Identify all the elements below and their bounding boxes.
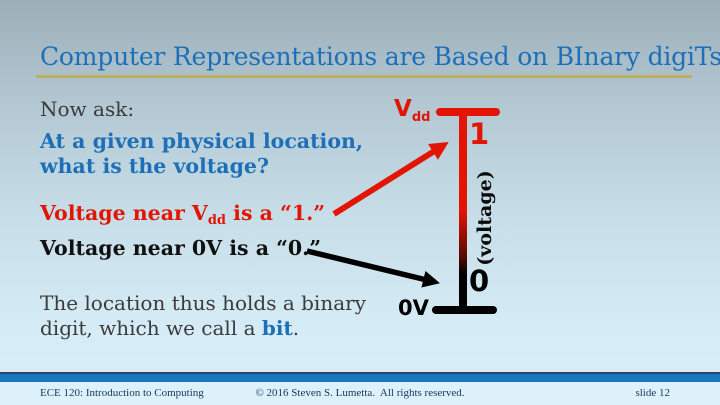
red-arrow (332, 142, 449, 217)
axis-bottom-bar (432, 306, 497, 314)
vdd-label-sub: dd (411, 110, 431, 125)
closing-line-2: digit, which we call a bit. (40, 316, 299, 340)
text-now-ask: Now ask: (40, 97, 135, 121)
footer-course: ECE 120: Introduction to Computing (40, 387, 204, 399)
vdd-subscript: dd (207, 213, 227, 228)
footer: ECE 120: Introduction to Computing © 201… (0, 382, 720, 405)
voltage-axis-title: (voltage) (474, 170, 496, 266)
question-line-2: what is the voltage? (40, 154, 269, 178)
statement-voltage-high-pre: Voltage near V (40, 201, 208, 225)
vdd-label: Vdd (394, 96, 430, 125)
voltage-axis-line (459, 111, 467, 311)
zero-volt-label: 0V (398, 296, 429, 320)
statement-voltage-high: Voltage near Vdd is a “1.” (40, 201, 325, 229)
black-arrow (306, 248, 440, 288)
question-line-1: At a given physical location, (40, 129, 364, 153)
bit-keyword: bit (261, 316, 293, 340)
slide-title: Computer Representations are Based on BI… (40, 42, 720, 71)
footer-slide-number: slide 12 (635, 387, 670, 399)
logic-zero-label: 0 (469, 264, 490, 298)
title-underline (36, 75, 692, 78)
footer-copyright: © 2016 Steven S. Lumetta. All rights res… (255, 387, 465, 399)
vdd-label-v: V (394, 96, 412, 122)
statement-voltage-low: Voltage near 0V is a “0.” (40, 236, 322, 260)
footer-divider-navy (0, 372, 720, 374)
footer-divider-blue (0, 374, 720, 382)
axis-top-bar (436, 108, 500, 116)
closing-line-2-period: . (292, 316, 300, 340)
closing-line-2-pre: digit, which we call a (40, 316, 262, 340)
closing-line-1: The location thus holds a binary (40, 291, 366, 315)
logic-one-label: 1 (469, 117, 490, 151)
statement-voltage-high-post: is a “1.” (226, 201, 326, 225)
